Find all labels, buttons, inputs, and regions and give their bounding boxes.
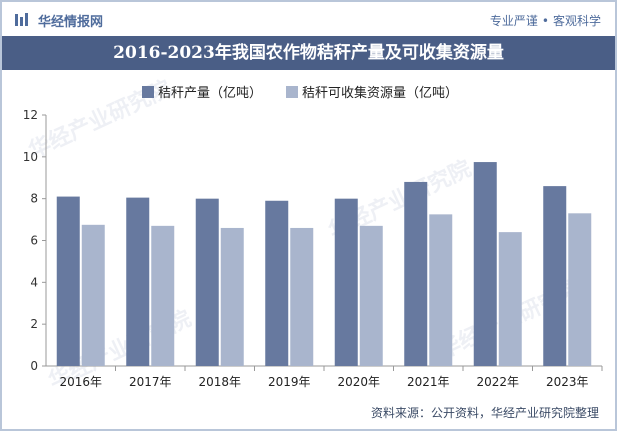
x-tick-label: 2017年 [129, 375, 172, 389]
x-tick-label: 2020年 [337, 375, 380, 389]
bar [290, 227, 314, 366]
y-tick-label: 2 [30, 317, 38, 331]
bar [126, 197, 150, 366]
y-tick-label: 6 [30, 234, 38, 248]
bar-chart: 秸秆产量（亿吨） 秸秆可收集资源量（亿吨） 0 2 4 6 8 10 12 2016年 2017年 2… [23, 85, 603, 389]
bar [473, 162, 497, 366]
brand[interactable]: 华经情报网 [14, 10, 103, 30]
bar [56, 196, 80, 366]
top-bar: 华经情报网 专业严谨 • 客观科学 [2, 2, 615, 36]
bar [498, 232, 522, 366]
y-tick-label: 4 [30, 275, 38, 289]
bar [404, 181, 428, 366]
bar [81, 224, 105, 366]
tagline-right: 客观科学 [552, 14, 601, 28]
x-tick-label: 2016年 [59, 375, 102, 389]
legend-label: 秸秆产量（亿吨） [158, 86, 262, 101]
x-tick-label: 2019年 [268, 375, 311, 389]
x-tick-label: 2021年 [407, 375, 450, 389]
x-tick-label: 2018年 [198, 375, 241, 389]
tagline: 专业严谨 • 客观科学 [490, 12, 601, 29]
x-tick-label: 2022年 [476, 375, 519, 389]
bar [265, 200, 289, 366]
brand-logo-icon [15, 13, 28, 26]
y-tick-label: 12 [23, 108, 38, 122]
legend-label: 秸秆可收集资源量（亿吨） [302, 85, 458, 101]
tagline-separator: • [541, 13, 549, 28]
bar [151, 225, 175, 366]
y-tick-label: 0 [30, 359, 38, 373]
bar [429, 214, 453, 366]
chart-title: 2016-2023年我国农作物秸秆产量及可收集资源量 [2, 36, 615, 70]
y-tick-label: 8 [30, 192, 38, 206]
bar [334, 198, 358, 366]
brand-name: 华经情报网 [38, 14, 104, 30]
legend-swatch [142, 86, 154, 98]
y-tick-label: 10 [23, 150, 38, 164]
legend-swatch [286, 86, 298, 98]
tagline-left: 专业严谨 [489, 14, 538, 28]
bar [195, 198, 219, 366]
x-tick-label: 2023年 [546, 375, 589, 389]
source-note: 资料来源：公开资料，华经产业研究院整理 [370, 406, 599, 420]
bar [359, 225, 383, 366]
bar [543, 186, 567, 366]
bar [568, 213, 592, 366]
bar [220, 227, 244, 366]
